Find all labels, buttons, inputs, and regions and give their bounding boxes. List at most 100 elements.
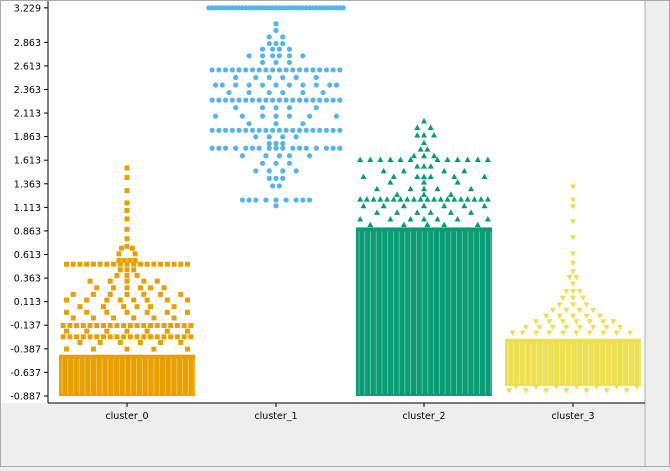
data-point (337, 97, 343, 103)
data-point (563, 388, 570, 394)
dense-point-cloud (505, 338, 641, 386)
data-point (627, 330, 634, 337)
data-point (610, 319, 617, 325)
data-point (313, 105, 319, 111)
data-point (320, 89, 326, 96)
data-point (407, 185, 414, 192)
y-tick-label: -0.387 (10, 344, 41, 355)
data-point (184, 297, 190, 303)
data-point (134, 273, 140, 279)
data-point (239, 153, 245, 159)
data-point (70, 261, 76, 267)
data-point (330, 127, 336, 133)
data-point (266, 168, 272, 174)
data-point (556, 302, 563, 308)
data-point (370, 196, 377, 202)
data-point (273, 82, 279, 88)
data-point (296, 145, 303, 151)
data-point (124, 346, 130, 352)
data-point (600, 330, 607, 337)
y-tick-label: 1.613 (14, 156, 41, 167)
data-point (576, 307, 583, 314)
data-point (317, 67, 323, 73)
data-point (116, 257, 122, 263)
data-point (427, 163, 434, 169)
data-point (276, 46, 282, 52)
data-point (447, 209, 454, 215)
data-point (114, 273, 120, 279)
data-point (127, 323, 133, 329)
data-point (427, 209, 434, 215)
data-point (417, 196, 424, 202)
data-point (64, 297, 70, 303)
data-point (286, 113, 293, 119)
data-point (280, 40, 286, 47)
data-point (570, 289, 576, 295)
data-point (259, 160, 266, 166)
data-point (474, 156, 481, 163)
data-point (114, 323, 120, 329)
data-point (296, 127, 303, 133)
data-point (273, 175, 279, 181)
data-point (296, 67, 303, 73)
data-point (233, 82, 239, 88)
data-point (239, 197, 245, 203)
data-point (286, 105, 293, 111)
data-point (64, 309, 70, 315)
data-point (573, 384, 580, 390)
data-point (357, 156, 364, 163)
data-point (249, 97, 256, 103)
data-point (300, 89, 306, 96)
data-point (421, 139, 427, 146)
data-point (357, 196, 364, 202)
y-tick-label: -0.887 (10, 391, 41, 402)
data-point (111, 315, 117, 321)
x-tick-label: cluster_2 (402, 411, 445, 422)
data-point (414, 209, 421, 215)
data-point (357, 215, 364, 222)
data-point (296, 5, 303, 11)
data-point (283, 67, 289, 73)
data-point (303, 5, 309, 11)
data-point (74, 334, 80, 340)
data-point (178, 261, 184, 267)
data-point (427, 124, 434, 130)
data-point (543, 313, 550, 320)
data-point (209, 127, 215, 133)
data-point (84, 328, 90, 334)
data-point (283, 97, 289, 103)
data-point (164, 309, 170, 315)
data-point (290, 127, 296, 133)
data-point (127, 257, 133, 263)
data-point (229, 67, 235, 73)
data-point (90, 291, 96, 297)
data-point (286, 59, 293, 66)
data-point (293, 168, 299, 174)
data-point (536, 324, 543, 331)
data-point (522, 388, 529, 394)
data-point (317, 5, 323, 11)
y-tick-label: 1.863 (14, 132, 41, 143)
data-point (178, 291, 184, 297)
data-point (421, 185, 427, 192)
data-point (421, 179, 427, 185)
data-point (94, 334, 100, 340)
data-point (400, 221, 407, 228)
data-point (168, 323, 174, 329)
data-point (266, 134, 272, 140)
y-tick-label: -0.137 (10, 321, 41, 332)
data-point (317, 127, 323, 133)
data-point (424, 221, 431, 228)
data-point (484, 156, 491, 163)
data-point (249, 145, 256, 151)
data-point (117, 261, 123, 267)
data-point (286, 82, 293, 88)
data-point (276, 5, 282, 11)
data-point (276, 153, 282, 159)
data-point (117, 297, 123, 303)
data-point (129, 245, 135, 251)
data-point (290, 67, 296, 73)
data-point (603, 324, 610, 331)
data-point (212, 82, 219, 88)
data-point (434, 215, 441, 222)
